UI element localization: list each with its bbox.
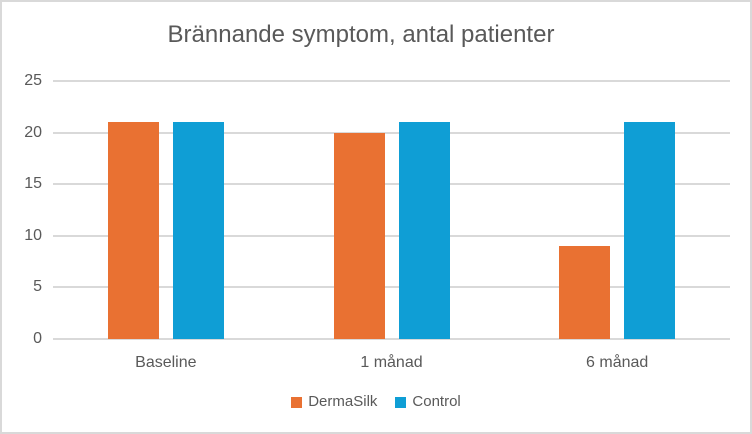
- legend-label: Control: [412, 393, 461, 410]
- gridline: [53, 234, 730, 237]
- gridline: [53, 338, 730, 340]
- gridline: [53, 80, 730, 82]
- x-axis-category-label: 1 månad: [360, 354, 423, 371]
- y-axis-tick-label: 15: [24, 175, 42, 193]
- bar-control: [624, 122, 676, 339]
- bar-control: [398, 122, 450, 339]
- gridline: [53, 286, 730, 289]
- y-axis-tick-label: 5: [33, 278, 42, 296]
- bar-control: [172, 122, 224, 339]
- gridline: [53, 183, 730, 186]
- y-axis-tick-label: 10: [24, 226, 42, 244]
- y-axis-tick-label: 20: [24, 123, 42, 141]
- bar-dermasilk: [333, 132, 385, 339]
- legend-label: DermaSilk: [308, 393, 378, 410]
- legend-swatch-icon: [291, 396, 303, 408]
- y-axis-tick-label: 25: [24, 72, 42, 89]
- x-axis-category-label: Baseline: [135, 354, 197, 371]
- bar-dermasilk: [559, 246, 611, 339]
- gridline: [53, 131, 730, 134]
- legend-item-dermasilk: DermaSilk: [291, 393, 377, 411]
- legend: DermaSilk Control: [2, 393, 750, 411]
- legend-swatch-icon: [395, 396, 407, 408]
- bar-dermasilk: [107, 122, 159, 339]
- legend-item-control: Control: [395, 393, 461, 411]
- chart-title: Brännande symptom, antal patienter: [167, 21, 555, 48]
- y-axis-tick-label: 0: [33, 330, 42, 347]
- x-axis-category-label: 6 månad: [586, 354, 649, 371]
